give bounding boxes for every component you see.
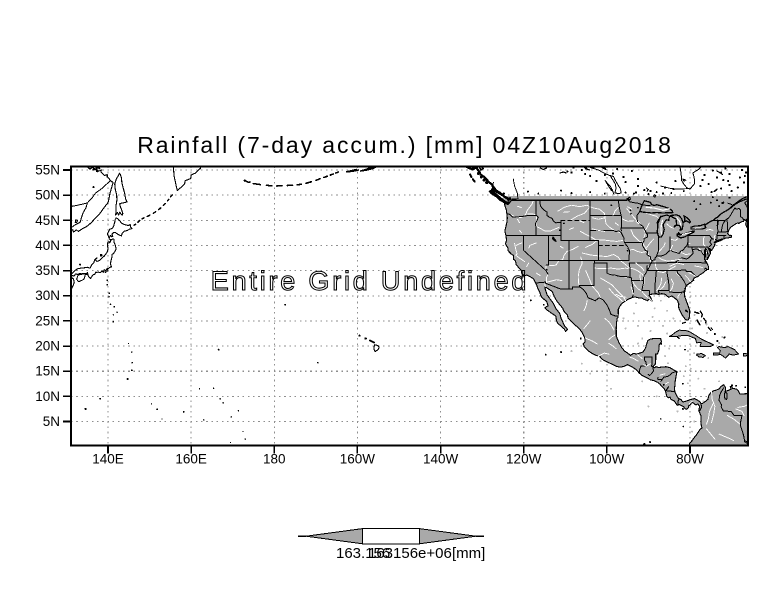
svg-text:163156e+06: 163156e+06 (368, 545, 452, 562)
svg-text:40N: 40N (35, 238, 60, 253)
svg-text:15N: 15N (35, 364, 60, 379)
svg-text:5N: 5N (43, 414, 60, 429)
svg-text:20N: 20N (35, 339, 60, 354)
svg-text:30N: 30N (35, 288, 60, 303)
svg-text:80W: 80W (676, 451, 704, 466)
svg-text:Entire Grid Undefined: Entire Grid Undefined (211, 266, 529, 296)
svg-text:25N: 25N (35, 313, 60, 328)
svg-text:100W: 100W (589, 451, 625, 466)
svg-text:140W: 140W (423, 451, 459, 466)
svg-text:160E: 160E (175, 451, 207, 466)
svg-text:10N: 10N (35, 389, 60, 404)
svg-text:140E: 140E (92, 451, 124, 466)
svg-text:160W: 160W (340, 451, 376, 466)
svg-text:120W: 120W (506, 451, 542, 466)
svg-text:50N: 50N (35, 188, 60, 203)
svg-text:45N: 45N (35, 213, 60, 228)
svg-text:[mm]: [mm] (452, 545, 485, 562)
svg-text:Rainfall (7-day accum.) [mm] 0: Rainfall (7-day accum.) [mm] 04Z10Aug201… (137, 132, 673, 158)
svg-text:180: 180 (263, 451, 286, 466)
svg-text:163.156: 163.156 (336, 545, 390, 562)
svg-text:55N: 55N (35, 163, 60, 178)
svg-text:35N: 35N (35, 263, 60, 278)
